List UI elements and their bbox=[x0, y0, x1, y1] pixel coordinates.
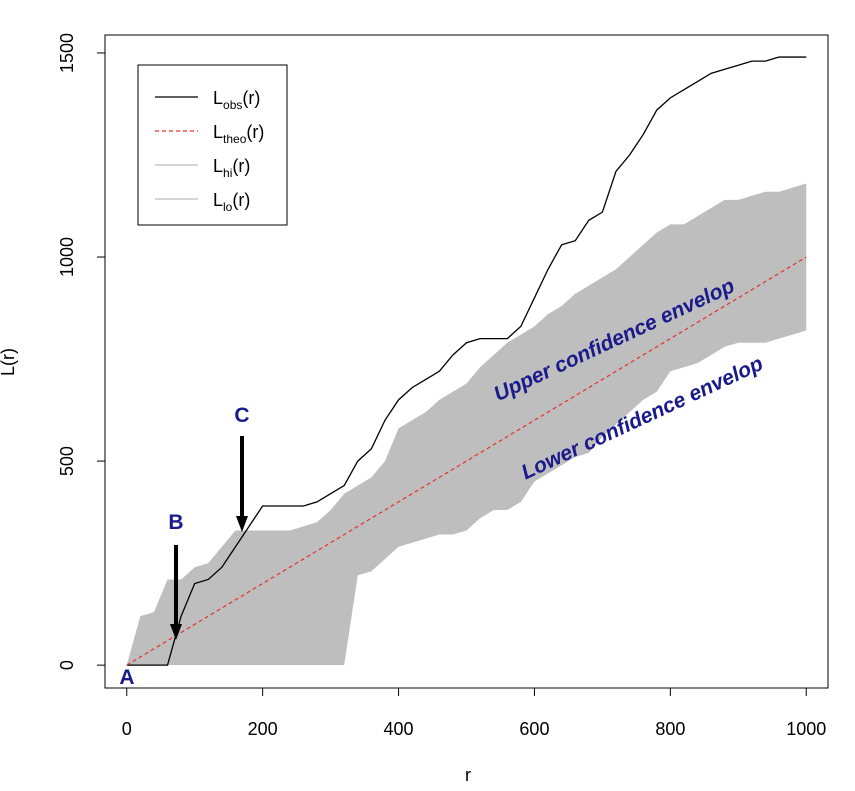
series-line bbox=[126, 56, 807, 666]
legend-name: L bbox=[213, 122, 223, 142]
y-tick-label: 1000 bbox=[57, 237, 77, 277]
confidence-envelope bbox=[126, 183, 807, 666]
legend-box bbox=[137, 64, 288, 226]
legend-label: Ltheo(r) bbox=[213, 122, 264, 146]
legend-name: L bbox=[213, 156, 223, 176]
legend-subscript: theo bbox=[223, 132, 247, 146]
legend-suffix: (r) bbox=[246, 122, 264, 142]
legend-label: Lhi(r) bbox=[213, 156, 250, 180]
legend-label: Llo(r) bbox=[213, 190, 250, 214]
y-tick-label: 500 bbox=[57, 446, 77, 476]
y-axis-label: L(r) bbox=[0, 348, 18, 376]
annotation-letter: B bbox=[168, 511, 183, 534]
plot-frame bbox=[104, 34, 829, 689]
x-axis-label: r bbox=[465, 765, 471, 785]
arrow-head bbox=[170, 624, 182, 640]
x-tick-label: 400 bbox=[384, 719, 414, 739]
y-tick-label: 0 bbox=[57, 660, 77, 670]
legend-subscript: obs bbox=[223, 98, 242, 112]
legend-name: L bbox=[213, 88, 223, 108]
legend-name: L bbox=[213, 190, 223, 210]
x-tick-label: 0 bbox=[122, 719, 132, 739]
legend-subscript: hi bbox=[223, 166, 232, 180]
legend-suffix: (r) bbox=[232, 156, 250, 176]
y-tick-label: 1500 bbox=[57, 33, 77, 73]
annotation-letter: A bbox=[119, 666, 134, 689]
x-tick-label: 600 bbox=[519, 719, 549, 739]
annotation-letter: C bbox=[234, 404, 249, 427]
x-tick-label: 200 bbox=[248, 719, 278, 739]
legend-subscript: lo bbox=[223, 200, 233, 214]
x-tick-label: 1000 bbox=[786, 719, 826, 739]
arrow-head bbox=[236, 516, 248, 532]
legend-suffix: (r) bbox=[232, 190, 250, 210]
x-tick-label: 800 bbox=[655, 719, 685, 739]
legend-suffix: (r) bbox=[242, 88, 260, 108]
series-line bbox=[126, 256, 807, 666]
legend-label: Lobs(r) bbox=[213, 88, 260, 112]
